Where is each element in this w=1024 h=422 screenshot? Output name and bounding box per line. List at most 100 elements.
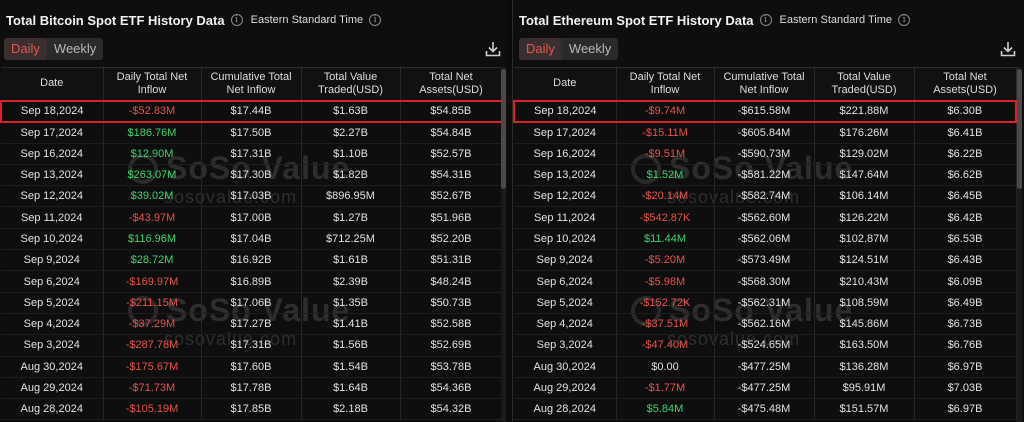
cumulative-inflow-cell: -$475.48M xyxy=(714,398,815,421)
col-cumulative-inflow-header: Cumulative Total Net Inflow xyxy=(714,67,815,101)
net-assets-cell: $6.09B xyxy=(914,270,1017,293)
panel-title: Total Bitcoin Spot ETF History Data xyxy=(6,12,225,28)
value-traded-cell: $221.88M xyxy=(814,99,915,123)
date-cell: Sep 4,2024 xyxy=(514,313,617,336)
net-assets-cell: $50.73B xyxy=(400,292,503,314)
col-date-header: Date xyxy=(514,67,617,101)
value-traded-cell: $2.39B xyxy=(301,270,401,293)
tab-weekly[interactable]: Weekly xyxy=(568,41,612,56)
net-assets-cell: $52.58B xyxy=(400,313,503,336)
cumulative-inflow-cell: $17.00B xyxy=(201,206,302,229)
date-cell: Sep 3,2024 xyxy=(514,334,617,357)
net-assets-cell: $52.67B xyxy=(400,185,503,208)
net-assets-cell: $54.84B xyxy=(400,121,503,144)
daily-inflow-cell: -$9.51M xyxy=(616,143,715,165)
etf-history-table: Date Daily Total Net Inflow Cumulative Tot… xyxy=(513,67,1017,421)
date-cell: Sep 11,2024 xyxy=(514,206,617,229)
value-traded-cell: $151.57M xyxy=(814,398,915,421)
date-cell: Sep 17,2024 xyxy=(1,121,104,144)
period-toggle: Daily Weekly xyxy=(4,38,104,60)
net-assets-cell: $7.03B xyxy=(914,377,1017,400)
cumulative-inflow-cell: $16.92B xyxy=(201,249,302,272)
table-row: Sep 10,2024 $116.96M $17.04B $712.25M $52.20… xyxy=(1,228,503,251)
cumulative-inflow-cell: -$582.74M xyxy=(714,185,815,208)
date-cell: Sep 5,2024 xyxy=(514,292,617,314)
cumulative-inflow-cell: $17.44B xyxy=(201,99,302,123)
info-icon[interactable]: i xyxy=(898,14,911,26)
daily-inflow-cell: -$5.20M xyxy=(616,249,715,272)
daily-inflow-cell: -$175.67M xyxy=(103,356,202,378)
daily-inflow-cell: $5.84M xyxy=(616,398,715,421)
tab-daily[interactable]: Daily xyxy=(519,38,562,60)
table-row: Sep 6,2024 -$169.97M $16.89B $2.39B $48.24B xyxy=(1,270,503,293)
tab-daily[interactable]: Daily xyxy=(4,38,47,60)
cumulative-inflow-cell: $17.04B xyxy=(201,228,302,251)
table-row: Sep 11,2024 -$542.87K -$562.60M $126.22M $6.… xyxy=(514,206,1017,229)
date-cell: Aug 28,2024 xyxy=(514,398,617,421)
col-value-traded-header: Total Value Traded(USD) xyxy=(814,67,915,101)
ethereum-etf-panel: Total Ethereum Spot ETF History Data i E… xyxy=(512,0,1024,422)
daily-inflow-cell: -$5.98M xyxy=(616,270,715,293)
value-traded-cell: $1.64B xyxy=(301,377,401,400)
date-cell: Sep 18,2024 xyxy=(513,99,617,123)
table-row: Aug 29,2024 -$71.73M $17.78B $1.64B $54.36B xyxy=(1,377,503,400)
tab-weekly[interactable]: Weekly xyxy=(53,41,97,56)
table-header-row: Date Daily Total Net Inflow Cumulative Tot… xyxy=(514,67,1017,101)
table-row: Sep 17,2024 $186.76M $17.50B $2.27B $54.84B xyxy=(1,121,503,144)
cumulative-inflow-cell: -$524.65M xyxy=(714,334,815,357)
table-row: Aug 30,2024 -$175.67M $17.60B $1.54B $53.78B xyxy=(1,356,503,378)
value-traded-cell: $108.59M xyxy=(814,292,915,314)
cumulative-inflow-cell: -$573.49M xyxy=(714,249,815,272)
bitcoin-etf-panel: Total Bitcoin Spot ETF History Data i Ea… xyxy=(0,0,507,422)
info-icon[interactable]: i xyxy=(369,14,382,26)
daily-inflow-cell: $11.44M xyxy=(616,228,715,251)
etf-table-container: Date Daily Total Net Inflow Cumulative Tot… xyxy=(513,67,1024,422)
scrollbar[interactable] xyxy=(501,67,506,422)
cumulative-inflow-cell: $17.30B xyxy=(201,164,302,187)
col-net-assets-header: Total Net Assets(USD) xyxy=(400,67,503,101)
date-cell: Sep 12,2024 xyxy=(514,185,617,208)
daily-inflow-cell: -$211.15M xyxy=(103,292,202,314)
table-row: Sep 18,2024 -$52.83M $17.44B $1.63B $54.85B xyxy=(0,99,503,123)
scrollbar-thumb[interactable] xyxy=(1017,69,1022,189)
date-cell: Aug 29,2024 xyxy=(1,377,104,400)
daily-inflow-cell: $39.02M xyxy=(103,185,202,208)
net-assets-cell: $6.41B xyxy=(914,121,1017,144)
cumulative-inflow-cell: $16.89B xyxy=(201,270,302,293)
info-icon[interactable]: i xyxy=(759,14,772,26)
col-daily-inflow-header: Daily Total Net Inflow xyxy=(616,67,715,101)
value-traded-cell: $2.27B xyxy=(301,121,401,144)
col-date-header: Date xyxy=(1,67,104,101)
daily-inflow-cell: -$152.72K xyxy=(616,292,715,314)
net-assets-cell: $51.31B xyxy=(400,249,503,272)
daily-inflow-cell: -$1.77M xyxy=(616,377,715,400)
col-cumulative-inflow-header: Cumulative Total Net Inflow xyxy=(201,67,302,101)
date-cell: Sep 6,2024 xyxy=(1,270,104,293)
daily-inflow-cell: -$43.97M xyxy=(103,206,202,229)
daily-inflow-cell: $186.76M xyxy=(103,121,202,144)
date-cell: Sep 13,2024 xyxy=(514,164,617,187)
table-row: Sep 9,2024 -$5.20M -$573.49M $124.51M $6.43B xyxy=(514,249,1017,272)
value-traded-cell: $1.82B xyxy=(301,164,401,187)
info-icon[interactable]: i xyxy=(230,14,243,26)
date-cell: Sep 9,2024 xyxy=(514,249,617,272)
value-traded-cell: $1.41B xyxy=(301,313,401,336)
table-row: Sep 10,2024 $11.44M -$562.06M $102.87M $6.53… xyxy=(514,228,1017,251)
scrollbar-thumb[interactable] xyxy=(501,69,506,189)
daily-inflow-cell: $0.00 xyxy=(616,356,715,378)
download-icon[interactable] xyxy=(999,40,1017,58)
date-cell: Aug 28,2024 xyxy=(1,398,104,421)
date-cell: Sep 4,2024 xyxy=(1,313,104,336)
col-net-assets-header: Total Net Assets(USD) xyxy=(914,67,1017,101)
value-traded-cell: $102.87M xyxy=(814,228,915,251)
cumulative-inflow-cell: -$477.25M xyxy=(714,377,815,400)
net-assets-cell: $51.96B xyxy=(400,206,503,229)
value-traded-cell: $1.63B xyxy=(301,99,401,123)
value-traded-cell: $95.91M xyxy=(814,377,915,400)
download-icon[interactable] xyxy=(484,40,502,58)
cumulative-inflow-cell: -$562.06M xyxy=(714,228,815,251)
net-assets-cell: $6.49B xyxy=(914,292,1017,314)
cumulative-inflow-cell: $17.78B xyxy=(201,377,302,400)
table-row: Sep 5,2024 -$211.15M $17.06B $1.35B $50.73B xyxy=(1,292,503,314)
scrollbar[interactable] xyxy=(1017,67,1022,422)
